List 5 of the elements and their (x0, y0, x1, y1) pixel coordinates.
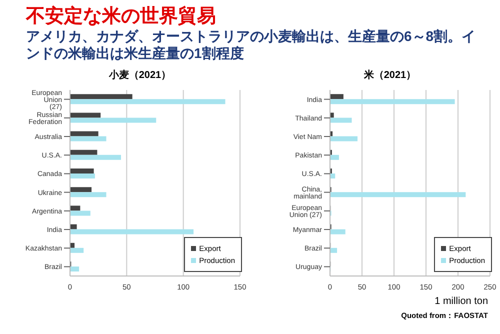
x-axis-title: 米（2021） (362, 68, 418, 83)
x-axis-title: 小麦（2021） (108, 68, 172, 83)
chart-subtitle: アメリカ、カナダ、オーストラリアの小麦輸出は、生産量の6～8割。インドの米輸出は米生産量の1割程度 (26, 28, 477, 62)
text: 1 million ton (434, 296, 488, 307)
chart-title: 不安定な米の世界貿易 (26, 6, 217, 28)
